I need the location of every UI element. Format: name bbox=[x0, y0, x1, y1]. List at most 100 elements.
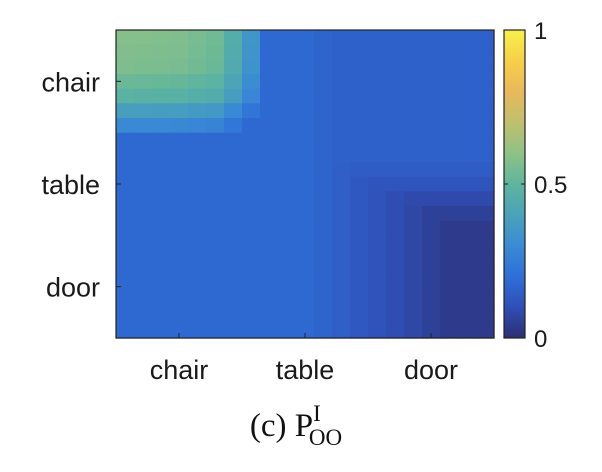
heatmap-cell bbox=[224, 118, 243, 134]
heatmap-cell bbox=[206, 176, 225, 192]
heatmap-cell bbox=[134, 264, 153, 280]
heatmap-cell bbox=[458, 279, 477, 295]
heatmap-cell bbox=[458, 176, 477, 192]
heatmap-cell bbox=[404, 235, 423, 251]
heatmap-cell bbox=[206, 294, 225, 310]
heatmap-cell bbox=[260, 191, 279, 207]
heatmap-cell bbox=[458, 118, 477, 134]
heatmap-cell bbox=[224, 206, 243, 222]
heatmap-cell bbox=[242, 118, 261, 134]
heatmap-cell bbox=[350, 206, 369, 222]
heatmap-cell bbox=[152, 30, 171, 46]
heatmap-cell bbox=[170, 132, 189, 148]
heatmap-cell bbox=[314, 176, 333, 192]
heatmap-cell bbox=[152, 191, 171, 207]
heatmap-cell bbox=[404, 279, 423, 295]
heatmap-cell bbox=[296, 59, 315, 75]
heatmap-cell bbox=[188, 250, 207, 266]
heatmap-cell bbox=[188, 59, 207, 75]
heatmap-cell bbox=[314, 250, 333, 266]
heatmap-cell bbox=[350, 30, 369, 46]
heatmap-cell bbox=[368, 264, 387, 280]
heatmap-cell bbox=[242, 162, 261, 178]
heatmap-cell bbox=[404, 147, 423, 163]
heatmap-cell bbox=[242, 250, 261, 266]
heatmap-cell bbox=[350, 74, 369, 90]
heatmap-cell bbox=[152, 264, 171, 280]
heatmap-cell bbox=[260, 279, 279, 295]
heatmap-cell bbox=[188, 162, 207, 178]
heatmap-cell bbox=[206, 74, 225, 90]
heatmap-cell bbox=[350, 162, 369, 178]
heatmap-cell bbox=[386, 206, 405, 222]
heatmap-cell bbox=[314, 191, 333, 207]
heatmap-cell bbox=[224, 162, 243, 178]
heatmap-cell bbox=[476, 30, 495, 46]
heatmap-cell bbox=[296, 308, 315, 324]
heatmap-cell bbox=[296, 206, 315, 222]
heatmap-cell bbox=[332, 323, 351, 339]
colorbar-tick-labels: 00.51 bbox=[504, 18, 567, 353]
heatmap-cell bbox=[152, 220, 171, 236]
heatmap-cell bbox=[440, 279, 459, 295]
heatmap-cell bbox=[116, 59, 135, 75]
heatmap-cell bbox=[350, 323, 369, 339]
heatmap-cell bbox=[242, 323, 261, 339]
heatmap-cell bbox=[332, 44, 351, 60]
heatmap-cell bbox=[242, 74, 261, 90]
caption-subscript: OO bbox=[309, 425, 342, 450]
heatmap-cell bbox=[152, 176, 171, 192]
heatmap-cell bbox=[368, 206, 387, 222]
heatmap-cell bbox=[278, 118, 297, 134]
heatmap-cell bbox=[458, 132, 477, 148]
column-tick-label: door bbox=[404, 355, 458, 385]
heatmap-cell bbox=[260, 323, 279, 339]
heatmap-cell bbox=[188, 132, 207, 148]
heatmap-cell bbox=[116, 44, 135, 60]
heatmap-cell bbox=[404, 162, 423, 178]
heatmap-cell bbox=[350, 235, 369, 251]
heatmap-cell bbox=[242, 132, 261, 148]
heatmap-cell bbox=[386, 30, 405, 46]
heatmap-cell bbox=[170, 294, 189, 310]
heatmap-cell bbox=[188, 147, 207, 163]
heatmap-cell bbox=[404, 264, 423, 280]
heatmap-cell bbox=[170, 74, 189, 90]
heatmap-cell bbox=[458, 250, 477, 266]
heatmap-cell bbox=[440, 294, 459, 310]
heatmap-cell bbox=[296, 88, 315, 104]
heatmap-cell bbox=[332, 206, 351, 222]
heatmap-cell bbox=[476, 206, 495, 222]
heatmap-cell bbox=[440, 235, 459, 251]
heatmap-cell bbox=[458, 88, 477, 104]
heatmap-cell bbox=[404, 191, 423, 207]
heatmap-cell bbox=[368, 147, 387, 163]
heatmap-cell bbox=[404, 294, 423, 310]
heatmap-cell bbox=[116, 250, 135, 266]
heatmap-cell bbox=[314, 308, 333, 324]
heatmap-cell bbox=[458, 103, 477, 119]
heatmap-cell bbox=[224, 30, 243, 46]
heatmap-cell bbox=[152, 235, 171, 251]
heatmap-cell bbox=[440, 44, 459, 60]
heatmap-cell bbox=[386, 220, 405, 236]
heatmap-cell bbox=[260, 44, 279, 60]
heatmap-cell bbox=[188, 220, 207, 236]
heatmap-cell bbox=[368, 44, 387, 60]
heatmap-cell bbox=[386, 147, 405, 163]
heatmap-cell bbox=[170, 118, 189, 134]
heatmap-cell bbox=[152, 250, 171, 266]
heatmap-cell bbox=[350, 294, 369, 310]
heatmap-cell bbox=[476, 103, 495, 119]
heatmap-cell bbox=[422, 44, 441, 60]
heatmap-cell bbox=[224, 264, 243, 280]
heatmap-cell bbox=[206, 264, 225, 280]
heatmap-cell bbox=[224, 250, 243, 266]
heatmap-cell bbox=[350, 264, 369, 280]
heatmap-cell bbox=[242, 44, 261, 60]
heatmap-cell bbox=[314, 279, 333, 295]
figure-caption: (c) PI OO bbox=[250, 401, 342, 450]
heatmap-cell bbox=[296, 132, 315, 148]
heatmap-cell bbox=[422, 220, 441, 236]
